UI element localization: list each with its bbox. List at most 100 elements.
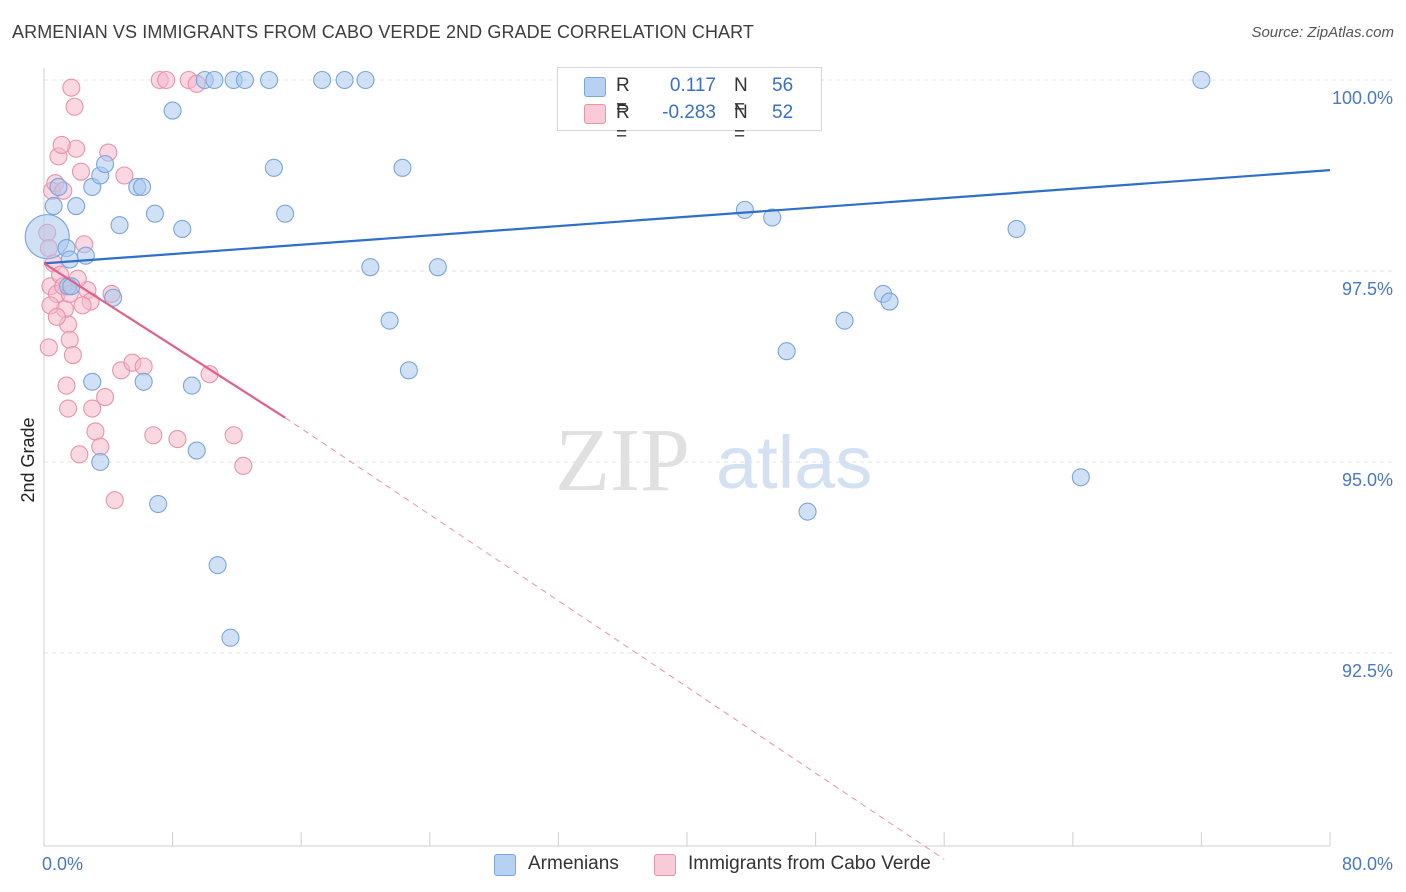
legend-label-armenians: Armenians — [528, 853, 619, 874]
armenians-point — [313, 70, 332, 90]
armenians-point — [356, 70, 375, 90]
cabo-verde-point — [60, 330, 79, 349]
armenians-point — [259, 70, 279, 90]
cabo-verde-point — [70, 445, 89, 464]
armenians-trend-line — [43, 169, 1331, 265]
armenians-point — [361, 258, 380, 277]
series-legend: Armenians Immigrants from Cabo Verde — [0, 852, 1406, 878]
armenians-point — [134, 372, 153, 391]
armenians-point — [1071, 468, 1090, 487]
armenians-point — [163, 101, 182, 120]
legend-r-label: R = — [616, 75, 630, 118]
cabo-verde-point — [63, 345, 82, 365]
cabo-verde-point — [65, 97, 84, 116]
x-tick-label: 80.0% — [1342, 854, 1393, 874]
grid-lines — [44, 79, 1395, 654]
armenians-point — [777, 342, 796, 361]
armenians-point — [428, 258, 447, 277]
legend-n-label: N = — [734, 75, 748, 118]
cabo-verde-point — [39, 338, 58, 357]
cabo-verde-point — [47, 307, 66, 326]
cabo-verde-point — [62, 78, 81, 97]
y-tick-label: 95.0% — [1342, 470, 1393, 490]
cabo-verde-point — [157, 70, 176, 90]
armenians-point — [798, 502, 817, 521]
watermark-zip: ZIP — [555, 411, 690, 510]
cabo-verde-trend-line — [43, 262, 286, 419]
armenians-point — [205, 70, 224, 90]
armenians-point — [110, 216, 129, 235]
armenians-point — [133, 177, 152, 197]
cabo-verde-point — [134, 357, 153, 376]
armenians-point — [91, 452, 110, 472]
series-armenians-points — [24, 70, 1211, 647]
cabo-verde-point — [73, 296, 92, 315]
legend-swatch-pink — [584, 104, 606, 124]
legend-r-label: R = — [616, 102, 630, 145]
legend-r-value: -0.283 — [662, 102, 716, 123]
armenians-point — [182, 376, 201, 395]
cabo-verde-point — [96, 388, 115, 407]
correlation-legend: R = 0.117 N = 56 R = -0.283 N = 52 — [557, 67, 822, 145]
armenians-point — [173, 219, 192, 239]
cabo-verde-point — [115, 166, 134, 185]
cabo-verde-point — [86, 422, 105, 441]
watermark-atlas: atlas — [716, 421, 872, 504]
armenians-point — [763, 208, 782, 227]
source-label: Source: ZipAtlas.com — [1251, 24, 1394, 41]
y-tick-labels: 100.0% 97.5% 95.0% 92.5% — [1332, 88, 1393, 681]
cabo-verde-point — [105, 491, 124, 510]
y-tick-label: 92.5% — [1342, 661, 1393, 681]
armenians-point — [208, 556, 227, 575]
armenians-point — [149, 494, 168, 514]
legend-r-value: 0.117 — [669, 75, 716, 96]
armenians-point — [393, 158, 412, 177]
cabo-verde-point — [168, 430, 187, 449]
cabo-verde-point — [234, 456, 253, 475]
armenians-point — [380, 311, 399, 330]
legend-n-label: N = — [734, 102, 748, 145]
armenians-point — [83, 372, 102, 391]
cabo-verde-trend-extension — [284, 417, 945, 860]
armenians-point — [49, 177, 68, 197]
cabo-verde-point — [91, 437, 110, 456]
armenians-point — [96, 154, 115, 174]
armenians-point — [276, 204, 295, 223]
trend-lines — [43, 169, 1331, 860]
legend-swatch-blue — [584, 77, 606, 97]
cabo-verde-point — [52, 135, 71, 154]
y-axis-title: 2nd Grade — [18, 417, 38, 502]
x-tick-label: 0.0% — [42, 854, 83, 874]
armenians-point — [1007, 219, 1026, 239]
armenians-point — [104, 288, 123, 307]
armenians-point — [1192, 70, 1211, 90]
armenians-point — [335, 70, 354, 90]
y-tick-label: 97.5% — [1342, 279, 1393, 299]
cabo-verde-point — [57, 376, 76, 395]
legend-swatch-blue — [494, 854, 516, 876]
legend-label-cabo-verde: Immigrants from Cabo Verde — [688, 853, 931, 874]
legend-n-value: 56 — [772, 75, 794, 96]
armenians-point — [880, 292, 899, 311]
axes — [43, 68, 1331, 847]
armenians-point — [67, 197, 86, 216]
legend-n-value: 52 — [772, 102, 794, 123]
armenians-point — [835, 311, 854, 330]
armenians-point — [235, 70, 254, 90]
armenians-point — [60, 250, 79, 269]
chart-title: ARMENIAN VS IMMIGRANTS FROM CABO VERDE 2… — [12, 22, 755, 42]
cabo-verde-point — [144, 426, 163, 445]
armenians-point — [187, 441, 206, 460]
legend-swatch-pink — [654, 854, 676, 876]
armenians-point — [221, 628, 240, 647]
armenians-point — [264, 158, 283, 177]
x-tick-labels: 0.0% 80.0% — [42, 854, 1393, 874]
armenians-point — [44, 197, 63, 216]
cabo-verde-point — [224, 426, 243, 445]
armenians-point — [399, 361, 418, 380]
y-tick-label: 100.0% — [1332, 88, 1393, 108]
armenians-point — [735, 200, 754, 219]
cabo-verde-point — [83, 399, 102, 418]
watermark: ZIP atlas — [555, 411, 872, 510]
